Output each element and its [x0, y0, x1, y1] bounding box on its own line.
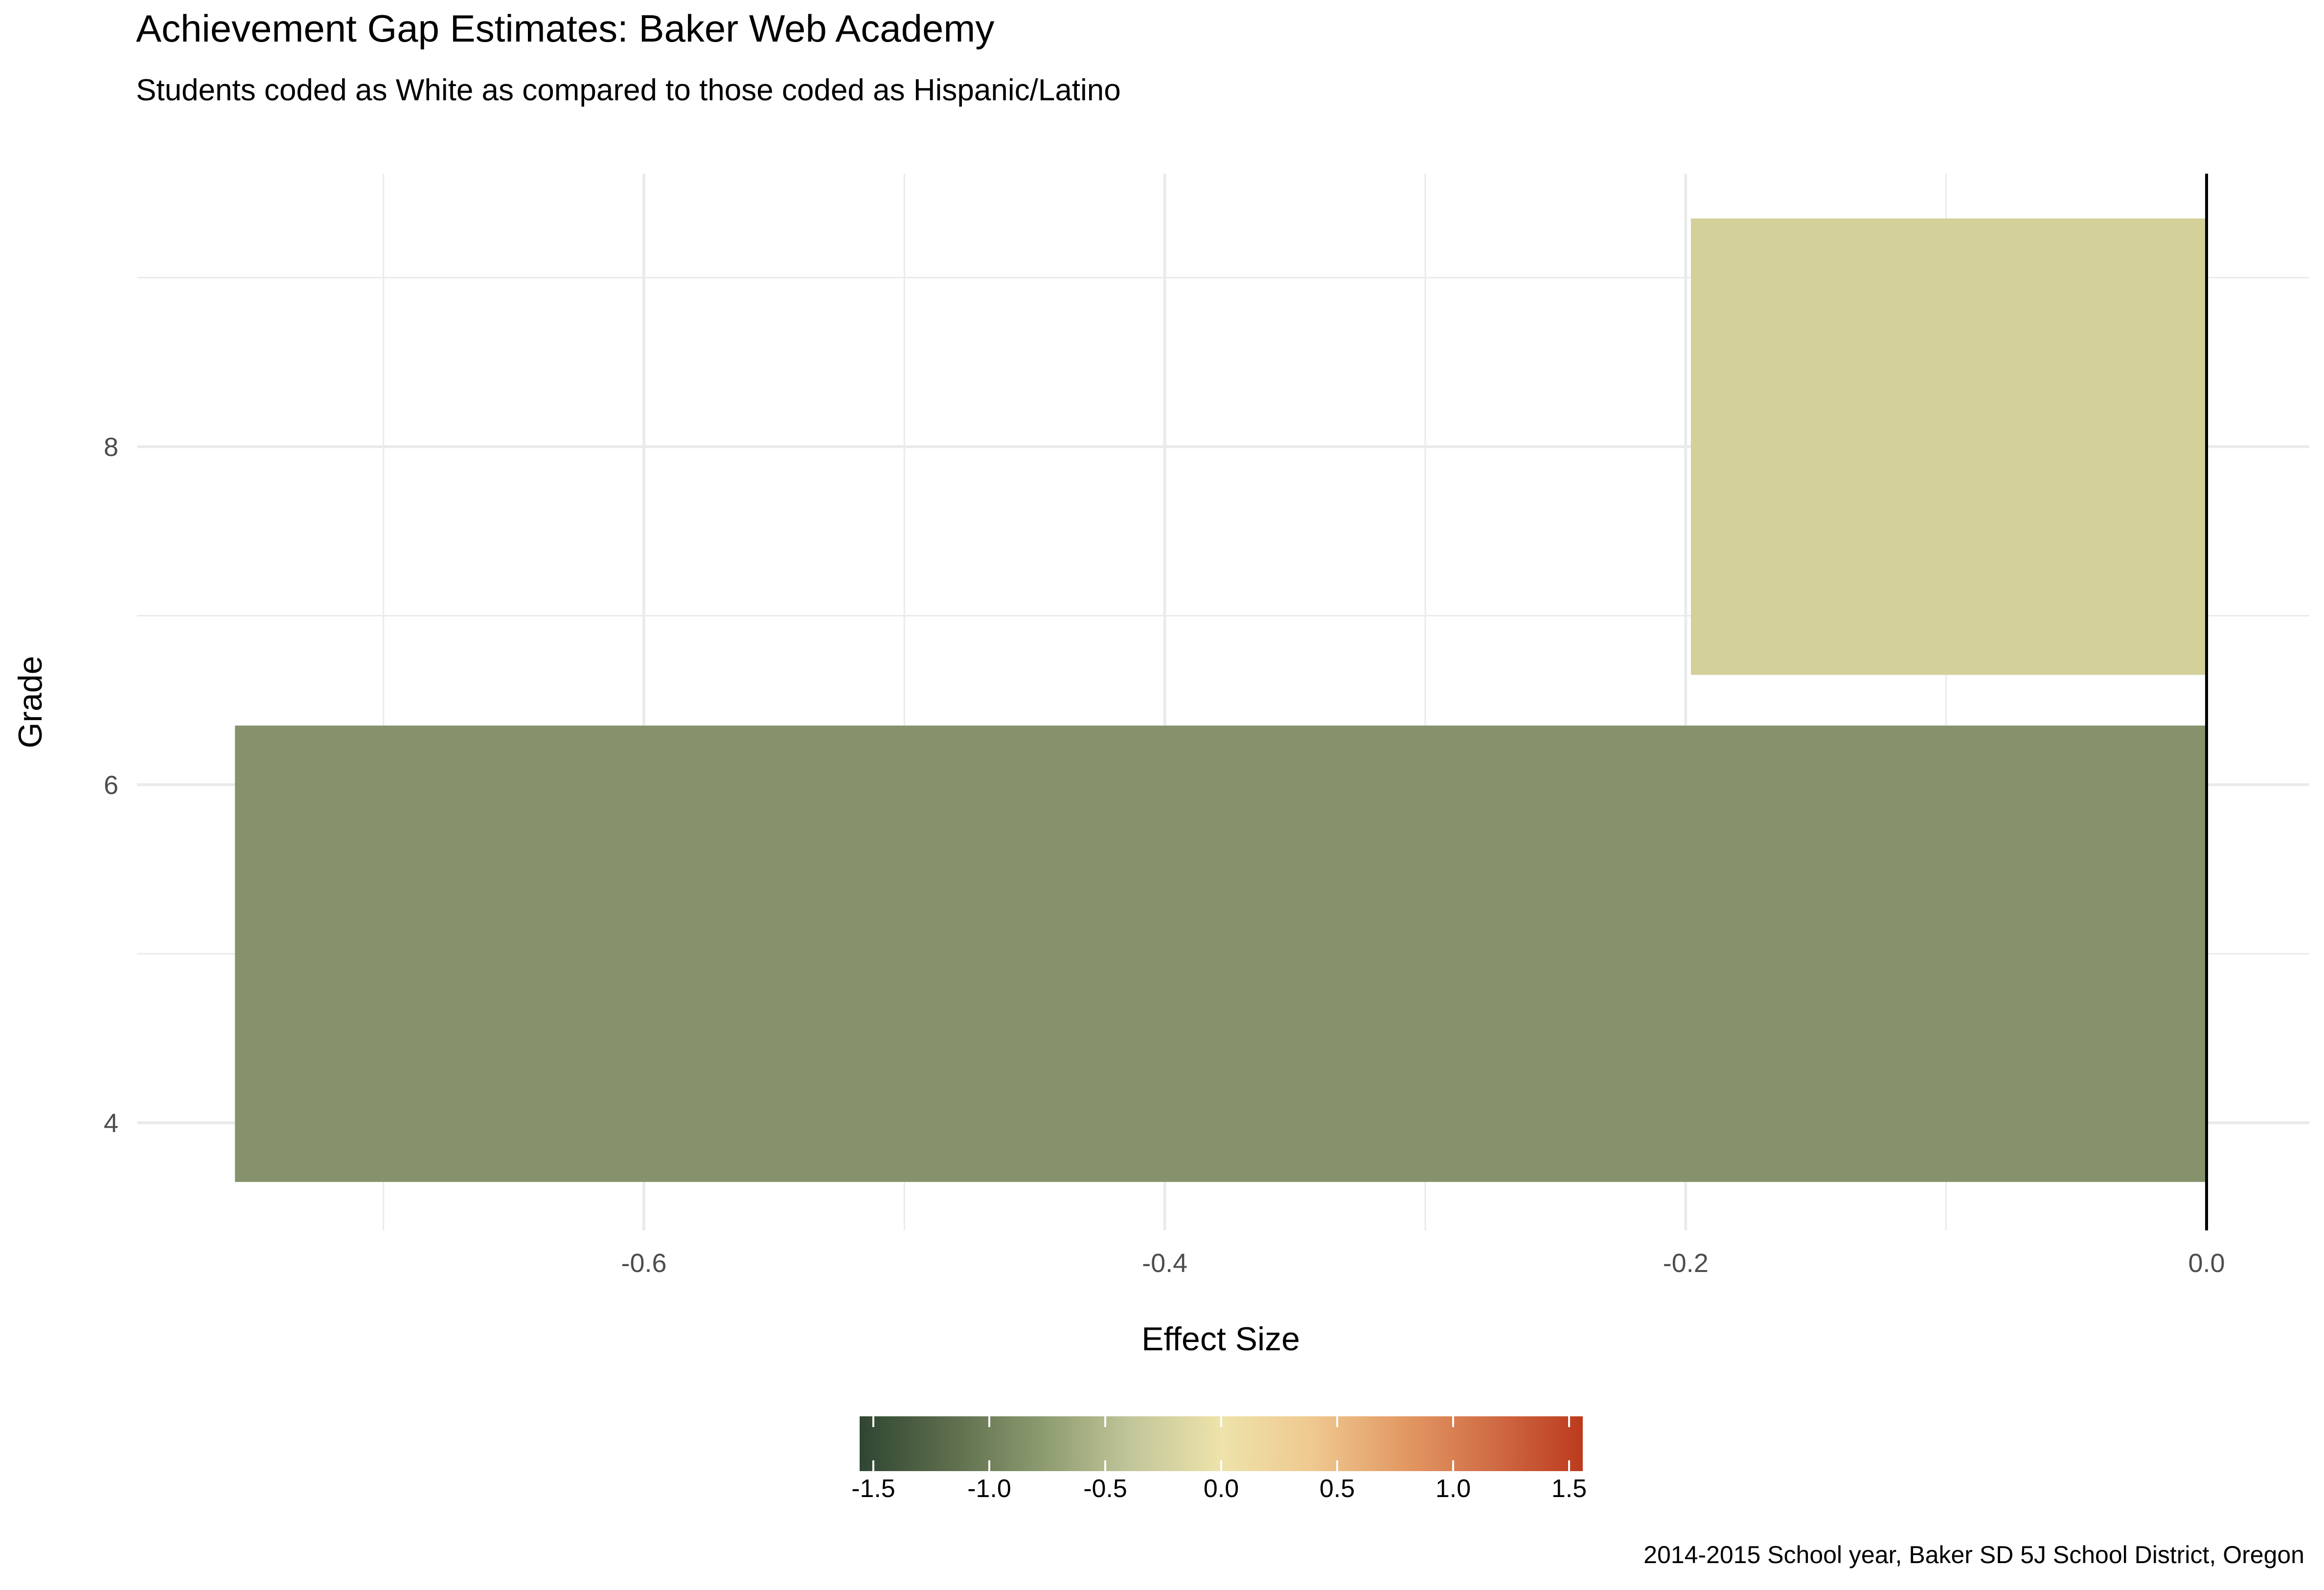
chart-caption: 2014-2015 School year, Baker SD 5J Schoo…	[1643, 1541, 2304, 1568]
y-tick-label: 4	[104, 1109, 118, 1138]
colorbar-tick-label: 0.5	[1320, 1475, 1355, 1503]
colorbar-tick-label: -1.0	[967, 1475, 1011, 1503]
x-tick-label: -0.6	[621, 1249, 666, 1278]
bars	[235, 218, 2207, 1182]
y-tick-label: 6	[104, 771, 118, 800]
chart-subtitle: Students coded as White as compared to t…	[136, 73, 1121, 107]
x-axis-title: Effect Size	[1141, 1320, 1300, 1358]
colorbar-tick-label: 1.0	[1435, 1475, 1471, 1503]
colorbar-tick-label: -1.5	[851, 1475, 895, 1503]
y-axis-title: Grade	[12, 656, 49, 749]
bar-grade-8	[1690, 218, 2207, 675]
colorbar-tick-label: 0.0	[1204, 1475, 1239, 1503]
y-tick-label: 8	[104, 432, 118, 462]
colorbar-tick-label: 1.5	[1551, 1475, 1587, 1503]
colorbar-tick-labels: -1.5 -1.0 -0.5 0.0 0.5 1.0 1.5	[851, 1475, 1587, 1503]
x-tick-label: -0.4	[1142, 1249, 1187, 1278]
colorbar-tick-label: -0.5	[1083, 1475, 1127, 1503]
chart-title: Achievement Gap Estimates: Baker Web Aca…	[136, 7, 994, 50]
bar-grade-5	[235, 726, 2207, 1182]
x-tick-label: 0.0	[2188, 1249, 2225, 1278]
x-tick-label: -0.2	[1663, 1249, 1709, 1278]
y-tick-labels: 4 6 8	[104, 432, 118, 1138]
x-tick-labels: -0.6 -0.4 -0.2 0.0	[621, 1249, 2225, 1278]
colorbar-ticks	[872, 1416, 1570, 1471]
